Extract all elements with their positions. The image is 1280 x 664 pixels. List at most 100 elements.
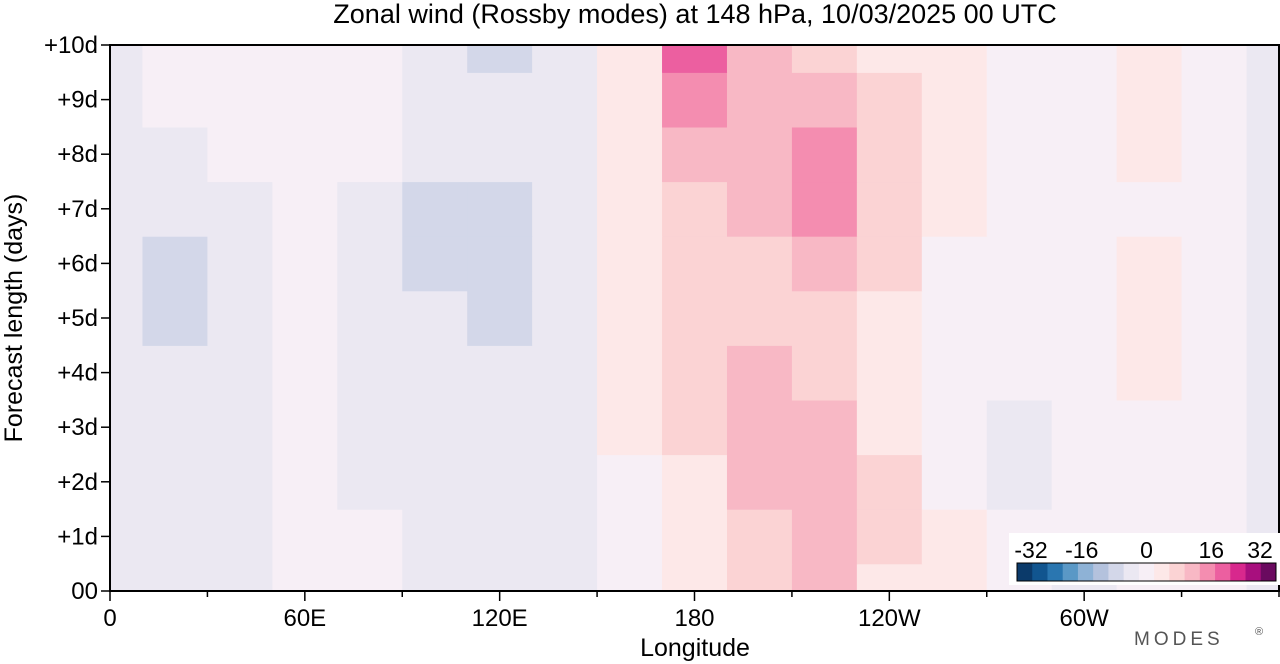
contour-cell xyxy=(856,563,923,592)
contour-cell xyxy=(337,563,403,592)
contour-cell xyxy=(467,563,533,592)
contour-cell xyxy=(142,126,209,183)
contour-cell xyxy=(986,345,1053,401)
x-tick-label: 0 xyxy=(103,605,116,632)
contour-cell xyxy=(1246,45,1280,73)
contour-cell xyxy=(921,290,988,346)
contour-cell xyxy=(726,563,793,592)
x-tick-label: 60E xyxy=(283,605,326,632)
y-tick-label: +8d xyxy=(57,141,98,168)
contour-cell xyxy=(402,563,468,592)
colorbar-swatch xyxy=(1017,563,1033,581)
contour-cell xyxy=(856,509,923,565)
colorbar-swatch xyxy=(1062,563,1079,581)
contour-cell xyxy=(402,181,468,237)
contour-cell xyxy=(110,454,144,510)
contour-cell xyxy=(402,72,468,128)
contour-cell xyxy=(662,563,728,592)
contour-cell xyxy=(207,181,273,237)
colorbar-swatch xyxy=(1093,563,1109,581)
contour-cell xyxy=(921,126,988,183)
contour-cell xyxy=(110,45,144,73)
contour-cell xyxy=(726,399,793,456)
contour-cell xyxy=(726,126,793,183)
contour-cell xyxy=(1181,126,1248,183)
contour-cell xyxy=(662,126,728,183)
colorbar-swatch xyxy=(1047,563,1064,581)
contour-cell xyxy=(856,345,923,401)
contour-cell xyxy=(856,126,923,183)
contour-cell xyxy=(921,563,988,592)
contour-cell xyxy=(921,72,988,128)
contour-cell xyxy=(986,126,1053,183)
contour-cell xyxy=(1181,290,1248,346)
contour-cell xyxy=(986,236,1053,292)
contour-cell xyxy=(467,509,533,565)
modes-watermark: MODES xyxy=(1134,629,1224,650)
contour-cell xyxy=(1246,181,1280,237)
contour-cell xyxy=(1051,236,1118,292)
contour-cell xyxy=(207,454,273,510)
contour-cell xyxy=(1246,126,1280,183)
contour-cell xyxy=(662,72,728,128)
y-tick-label: +2d xyxy=(57,469,98,496)
contour-cell xyxy=(1246,290,1280,346)
contour-cell xyxy=(402,399,468,456)
contour-cell xyxy=(1116,181,1183,237)
contour-cell xyxy=(726,72,793,128)
contour-cell xyxy=(1181,45,1248,73)
contour-cell xyxy=(207,72,273,128)
contour-cell xyxy=(467,181,533,237)
contour-cell xyxy=(142,181,209,237)
contour-cell xyxy=(110,563,144,592)
contour-cell xyxy=(532,399,598,456)
contour-cell xyxy=(402,236,468,292)
contour-cell xyxy=(1246,72,1280,128)
y-axis: 00 +1d +2d +3d +4d +5d +6d +7d +8d +9d +10d xyxy=(44,32,110,605)
x-axis: 0 60E 120E 180 120W 60W xyxy=(103,591,1280,632)
contour-cell xyxy=(1051,181,1118,237)
colorbar-swatch xyxy=(1077,563,1094,581)
x-tick-label: 120W xyxy=(858,605,921,632)
y-tick-label: 00 xyxy=(71,578,98,605)
contour-cell xyxy=(726,509,793,565)
contour-cell xyxy=(726,454,793,510)
colorbar-label: -16 xyxy=(1065,537,1098,563)
contour-cell xyxy=(272,399,338,456)
contour-cell xyxy=(791,236,858,292)
contour-cell xyxy=(921,454,988,510)
contour-cell xyxy=(142,72,209,128)
contour-cell xyxy=(1051,454,1118,510)
contour-cell xyxy=(1051,290,1118,346)
contour-cell xyxy=(791,181,858,237)
contour-cell xyxy=(921,345,988,401)
contour-cell xyxy=(597,509,663,565)
contour-cell xyxy=(207,45,273,73)
contour-cell xyxy=(272,563,338,592)
contour-cell xyxy=(1246,399,1280,456)
contour-cell xyxy=(1116,454,1183,510)
contour-cell xyxy=(467,454,533,510)
contour-cell xyxy=(856,399,923,456)
contour-cell xyxy=(1181,399,1248,456)
contour-cell xyxy=(1116,72,1183,128)
contour-cell xyxy=(986,399,1053,456)
contour-cell xyxy=(921,509,988,565)
contour-cell xyxy=(402,290,468,346)
contour-cell xyxy=(110,399,144,456)
contour-cell xyxy=(791,509,858,565)
contour-cell xyxy=(791,72,858,128)
contour-cell xyxy=(856,45,923,73)
contour-cell xyxy=(921,399,988,456)
contour-cell xyxy=(1246,236,1280,292)
contour-cell xyxy=(402,45,468,73)
contour-cell xyxy=(597,236,663,292)
y-tick-label: +7d xyxy=(57,196,98,223)
contour-cell xyxy=(532,454,598,510)
colorbar-swatch xyxy=(1123,563,1140,581)
contour-cell xyxy=(986,72,1053,128)
contour-cell xyxy=(207,236,273,292)
contour-cell xyxy=(467,45,533,73)
contour-cell xyxy=(337,290,403,346)
